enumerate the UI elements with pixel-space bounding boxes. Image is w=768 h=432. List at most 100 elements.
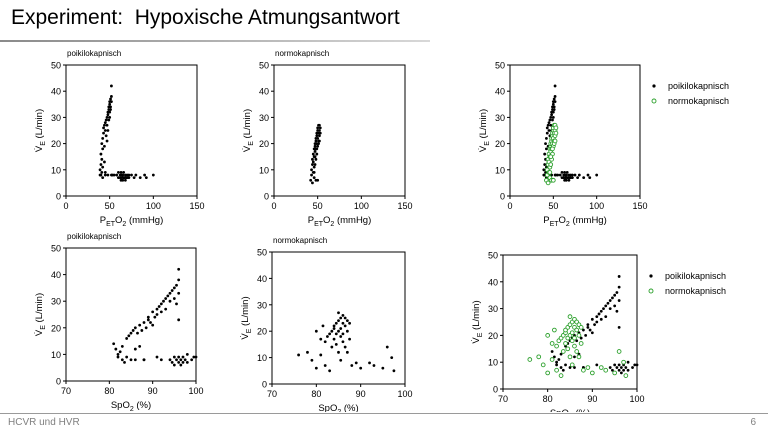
- data-point: [545, 147, 548, 151]
- data-point: [311, 152, 315, 156]
- footer-text: HCVR und HVR: [8, 417, 80, 428]
- data-point: [132, 176, 136, 180]
- data-point: [142, 358, 146, 362]
- data-point: [127, 173, 131, 177]
- data-point: [560, 171, 564, 174]
- data-point-normokapnisch: [589, 370, 595, 376]
- data-point-normokapnisch: [548, 154, 554, 160]
- data-point: [319, 337, 323, 341]
- data-point: [151, 310, 155, 314]
- data-point: [127, 334, 131, 338]
- slide-title: Experiment: Hypoxische Atmungsantwort: [11, 6, 400, 29]
- x-tick-label: 70: [498, 394, 508, 404]
- data-point: [588, 328, 592, 332]
- data-point: [337, 329, 340, 333]
- plot-frame: [509, 64, 641, 197]
- data-point: [615, 309, 619, 313]
- data-point: [103, 160, 106, 164]
- data-point-normokapnisch: [527, 357, 533, 362]
- x-tick-label: 150: [632, 201, 647, 211]
- y-tick-label: 40: [495, 87, 505, 97]
- data-point: [159, 302, 163, 306]
- data-point: [345, 350, 349, 354]
- data-point: [120, 358, 124, 362]
- legend-label: normokapnisch: [668, 96, 729, 106]
- data-point: [619, 366, 623, 369]
- data-point: [136, 331, 139, 335]
- data-point: [626, 360, 630, 364]
- data-point: [175, 302, 178, 306]
- data-point: [558, 173, 562, 177]
- y-axis-label: V̇E (L/min): [478, 109, 491, 152]
- y-tick-label: 30: [51, 297, 61, 307]
- scatter-chart-1: 0 10 20 30 40 50 0 50 100 150 poikilokapnisch PETO2…: [34, 49, 205, 228]
- scatter-chart-5: 0 10 20 30 40 50 70 80 90 100 normokapnisch SpO2 (%…: [240, 236, 413, 412]
- data-point: [337, 350, 340, 354]
- data-point: [545, 136, 548, 140]
- data-point: [101, 165, 105, 169]
- data-point: [559, 366, 563, 369]
- data-point: [584, 334, 588, 337]
- data-point: [99, 152, 103, 156]
- x-tick-label: 90: [587, 394, 597, 404]
- scatter-chart-3: 0 10 20 30 40 50 0 50 100 150 PETO2 (mmHg) V̇E (L/m…: [478, 61, 729, 229]
- x-axis-label: SpO2 (%): [550, 408, 590, 412]
- data-point: [604, 315, 608, 319]
- data-point-normokapnisch: [563, 341, 568, 346]
- y-tick-label: 50: [51, 61, 61, 71]
- data-point: [175, 358, 178, 362]
- data-point: [151, 323, 155, 327]
- legend-label: poikilokapnisch: [665, 271, 726, 281]
- y-axis-label: V̇E (L/min): [471, 300, 484, 343]
- data-point: [122, 171, 126, 174]
- data-point: [392, 369, 396, 373]
- data-point: [624, 366, 628, 369]
- data-point: [582, 176, 586, 180]
- data-point-normokapnisch: [569, 362, 575, 368]
- data-point: [118, 350, 122, 354]
- data-point: [551, 116, 555, 119]
- y-tick-label: 10: [495, 165, 505, 175]
- data-point: [348, 337, 351, 341]
- data-point: [316, 144, 320, 148]
- data-point: [611, 296, 614, 300]
- data-point: [613, 363, 617, 367]
- data-point: [341, 340, 345, 344]
- data-point: [593, 323, 596, 327]
- y-tick-label: 50: [257, 248, 267, 258]
- data-point: [117, 171, 120, 174]
- data-point: [120, 345, 124, 348]
- data-point: [343, 345, 347, 349]
- data-point-normokapnisch: [576, 354, 582, 360]
- data-point: [332, 337, 336, 341]
- data-point-normokapnisch: [565, 346, 571, 352]
- y-tick-label: 30: [488, 304, 498, 314]
- data-point: [153, 315, 157, 319]
- data-point: [550, 350, 554, 353]
- legend-marker-poikilokapnisch: [652, 84, 656, 88]
- data-point: [103, 121, 107, 125]
- data-point: [622, 368, 625, 372]
- data-point: [314, 329, 318, 333]
- data-point: [615, 366, 619, 369]
- x-tick-label: 100: [146, 201, 161, 211]
- data-point: [573, 355, 576, 359]
- y-tick-label: 30: [51, 113, 61, 123]
- data-point: [108, 102, 112, 106]
- data-point: [328, 332, 332, 336]
- y-tick-label: 0: [56, 377, 61, 387]
- data-point: [543, 163, 547, 166]
- data-point-normokapnisch: [550, 177, 556, 183]
- data-point: [348, 321, 351, 325]
- x-axis-label: PETO2 (mmHg): [308, 215, 372, 228]
- data-point: [555, 360, 558, 364]
- data-point: [103, 171, 107, 174]
- data-point: [133, 326, 137, 330]
- data-point: [368, 361, 371, 365]
- x-tick-label: 0: [63, 201, 68, 211]
- x-tick-label: 100: [188, 386, 203, 396]
- data-point-normokapnisch: [576, 333, 582, 338]
- data-point: [140, 329, 144, 332]
- data-point: [604, 304, 608, 308]
- data-point: [339, 358, 343, 362]
